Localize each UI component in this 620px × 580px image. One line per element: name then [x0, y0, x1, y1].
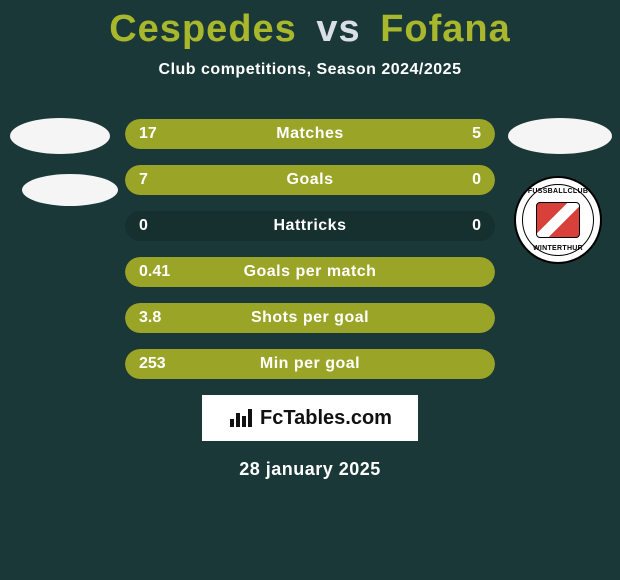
title-vs: vs: [316, 8, 360, 50]
club-badge-top-text: FUSSBALLCLUB: [528, 188, 588, 195]
stat-value-right: 5: [472, 119, 481, 149]
stat-row: 0Hattricks0: [125, 211, 495, 241]
stat-label: Matches: [125, 119, 495, 149]
subtitle: Club competitions, Season 2024/2025: [0, 61, 620, 79]
stat-label: Hattricks: [125, 211, 495, 241]
footer-brand-box: FcTables.com: [202, 395, 418, 441]
stat-row: 253Min per goal: [125, 349, 495, 379]
stat-row: 3.8Shots per goal: [125, 303, 495, 333]
stat-label: Goals: [125, 165, 495, 195]
team-badge-left-2: [22, 174, 118, 206]
title-player2: Fofana: [380, 8, 511, 50]
stat-label: Shots per goal: [125, 303, 495, 333]
stat-value-right: 0: [472, 165, 481, 195]
stat-row: 0.41Goals per match: [125, 257, 495, 287]
date-text: 28 january 2025: [0, 459, 620, 480]
chart-icon: [228, 407, 254, 429]
stat-label: Min per goal: [125, 349, 495, 379]
team-badge-right-1: [508, 118, 612, 154]
title-player1: Cespedes: [109, 8, 297, 50]
stat-label: Goals per match: [125, 257, 495, 287]
team-badge-right-2: FUSSBALLCLUB WINTERTHUR: [514, 176, 602, 264]
team-badge-left-1: [10, 118, 110, 154]
stat-value-right: 0: [472, 211, 481, 241]
title: Cespedes vs Fofana: [0, 0, 620, 51]
club-badge-bottom-text: WINTERTHUR: [533, 245, 583, 252]
stat-row: 17Matches5: [125, 119, 495, 149]
footer-brand-text: FcTables.com: [260, 407, 392, 430]
stat-row: 7Goals0: [125, 165, 495, 195]
stats-container: 17Matches57Goals00Hattricks00.41Goals pe…: [125, 119, 495, 379]
